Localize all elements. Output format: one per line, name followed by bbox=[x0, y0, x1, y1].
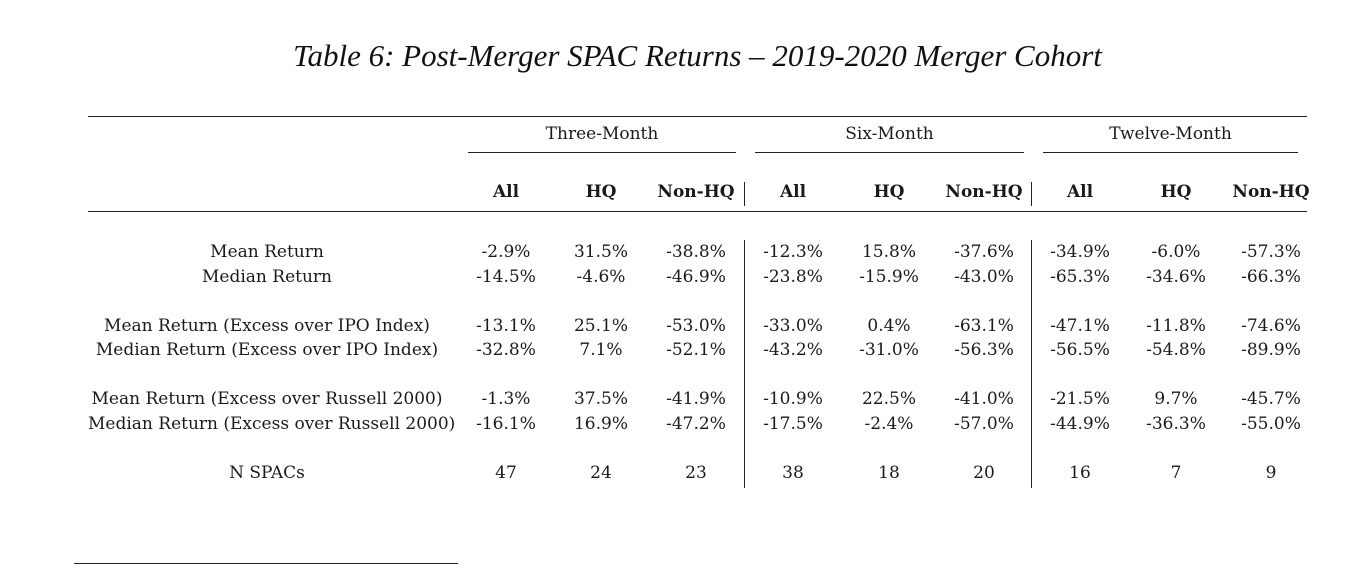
cell-12m-all: -44.9% bbox=[1050, 414, 1110, 434]
cell-6m-hq: 15.8% bbox=[861, 242, 916, 262]
group-rule-six-month bbox=[755, 152, 1024, 153]
cell-3m-nonhq: -53.0% bbox=[666, 316, 726, 336]
separator-body-1 bbox=[744, 240, 746, 488]
cell-3m-nonhq: -38.8% bbox=[666, 242, 726, 262]
cell-3m-nonhq: -52.1% bbox=[666, 340, 726, 360]
cell-6m-all: -23.8% bbox=[763, 267, 823, 287]
cell-3m-all: -2.9% bbox=[481, 242, 531, 262]
cell-12m-hq: 7 bbox=[1170, 463, 1182, 483]
cell-3m-nonhq: -46.9% bbox=[666, 267, 726, 287]
col-header-3m-all: All bbox=[492, 182, 520, 202]
cell-6m-hq: -15.9% bbox=[859, 267, 919, 287]
cell-12m-all: -34.9% bbox=[1050, 242, 1110, 262]
cell-3m-hq: 31.5% bbox=[573, 242, 628, 262]
group-header-six-month: Six-Month bbox=[845, 124, 934, 144]
cell-6m-nonhq: -57.0% bbox=[954, 414, 1014, 434]
cell-12m-hq: -11.8% bbox=[1146, 316, 1206, 336]
table-caption: Table 6: Post-Merger SPAC Returns – 2019… bbox=[293, 38, 1102, 73]
cell-6m-nonhq: -43.0% bbox=[954, 267, 1014, 287]
cell-12m-all: 16 bbox=[1069, 463, 1091, 483]
cell-6m-all: -12.3% bbox=[763, 242, 823, 262]
cell-12m-nonhq: 9 bbox=[1265, 463, 1277, 483]
cell-3m-hq: 24 bbox=[590, 463, 612, 483]
cell-6m-hq: 18 bbox=[878, 463, 900, 483]
cell-12m-nonhq: -45.7% bbox=[1241, 389, 1301, 409]
col-header-12m-all: All bbox=[1066, 182, 1094, 202]
row-label: Median Return (Excess over Russell 2000) bbox=[88, 414, 456, 434]
cell-3m-hq: 37.5% bbox=[573, 389, 628, 409]
cell-3m-hq: -4.6% bbox=[576, 267, 626, 287]
group-rule-three-month bbox=[468, 152, 736, 153]
cell-3m-hq: 16.9% bbox=[573, 414, 628, 434]
cell-3m-hq: 25.1% bbox=[573, 316, 628, 336]
cell-3m-nonhq: -41.9% bbox=[666, 389, 726, 409]
cell-3m-nonhq: 23 bbox=[685, 463, 707, 483]
cell-12m-nonhq: -74.6% bbox=[1241, 316, 1301, 336]
row-label: Median Return bbox=[202, 267, 332, 287]
col-header-6m-nonhq: Non-HQ bbox=[945, 182, 1023, 202]
cell-12m-hq: 9.7% bbox=[1154, 389, 1198, 409]
col-header-3m-hq: HQ bbox=[585, 182, 617, 202]
cell-12m-all: -21.5% bbox=[1050, 389, 1110, 409]
cell-3m-all: 47 bbox=[495, 463, 517, 483]
cell-6m-nonhq: -41.0% bbox=[954, 389, 1014, 409]
cell-3m-all: -13.1% bbox=[476, 316, 536, 336]
row-label: N SPACs bbox=[229, 463, 305, 483]
cell-3m-all: -32.8% bbox=[476, 340, 536, 360]
cell-12m-nonhq: -57.3% bbox=[1241, 242, 1301, 262]
separator-in-header-1 bbox=[744, 182, 746, 206]
cell-3m-all: -16.1% bbox=[476, 414, 536, 434]
cell-3m-hq: 7.1% bbox=[579, 340, 623, 360]
cell-6m-nonhq: -37.6% bbox=[954, 242, 1014, 262]
cell-6m-hq: 22.5% bbox=[861, 389, 916, 409]
group-rule-twelve-month bbox=[1043, 152, 1298, 153]
cell-6m-hq: -2.4% bbox=[864, 414, 914, 434]
cell-6m-all: -17.5% bbox=[763, 414, 823, 434]
row-label: Mean Return (Excess over IPO Index) bbox=[104, 316, 430, 336]
group-header-twelve-month: Twelve-Month bbox=[1109, 124, 1232, 144]
cell-6m-all: -33.0% bbox=[763, 316, 823, 336]
col-header-6m-hq: HQ bbox=[873, 182, 905, 202]
cell-12m-hq: -36.3% bbox=[1146, 414, 1206, 434]
cell-12m-hq: -34.6% bbox=[1146, 267, 1206, 287]
col-header-3m-nonhq: Non-HQ bbox=[657, 182, 735, 202]
cell-3m-nonhq: -47.2% bbox=[666, 414, 726, 434]
cell-12m-all: -47.1% bbox=[1050, 316, 1110, 336]
cell-6m-all: -10.9% bbox=[763, 389, 823, 409]
separator-in-header-2 bbox=[1031, 182, 1033, 206]
cell-6m-all: 38 bbox=[782, 463, 804, 483]
cell-6m-all: -43.2% bbox=[763, 340, 823, 360]
col-header-6m-all: All bbox=[779, 182, 807, 202]
cell-6m-hq: -31.0% bbox=[859, 340, 919, 360]
cell-6m-hq: 0.4% bbox=[867, 316, 911, 336]
col-header-12m-nonhq: Non-HQ bbox=[1232, 182, 1310, 202]
cell-12m-nonhq: -66.3% bbox=[1241, 267, 1301, 287]
row-label: Mean Return bbox=[210, 242, 324, 262]
cell-6m-nonhq: 20 bbox=[973, 463, 995, 483]
cell-3m-all: -14.5% bbox=[476, 267, 536, 287]
col-header-12m-hq: HQ bbox=[1160, 182, 1192, 202]
cell-6m-nonhq: -56.3% bbox=[954, 340, 1014, 360]
top-rule bbox=[88, 116, 1307, 118]
separator-body-2 bbox=[1031, 240, 1033, 488]
group-header-three-month: Three-Month bbox=[545, 124, 659, 144]
row-label: Mean Return (Excess over Russell 2000) bbox=[91, 389, 443, 409]
row-label: Median Return (Excess over IPO Index) bbox=[95, 340, 439, 360]
header-rule bbox=[88, 211, 1307, 213]
footnote-rule bbox=[74, 563, 458, 565]
cell-6m-nonhq: -63.1% bbox=[954, 316, 1014, 336]
cell-12m-hq: -54.8% bbox=[1146, 340, 1206, 360]
cell-12m-hq: -6.0% bbox=[1151, 242, 1201, 262]
cell-12m-nonhq: -55.0% bbox=[1241, 414, 1301, 434]
cell-12m-nonhq: -89.9% bbox=[1241, 340, 1301, 360]
cell-12m-all: -56.5% bbox=[1050, 340, 1110, 360]
cell-3m-all: -1.3% bbox=[481, 389, 531, 409]
cell-12m-all: -65.3% bbox=[1050, 267, 1110, 287]
